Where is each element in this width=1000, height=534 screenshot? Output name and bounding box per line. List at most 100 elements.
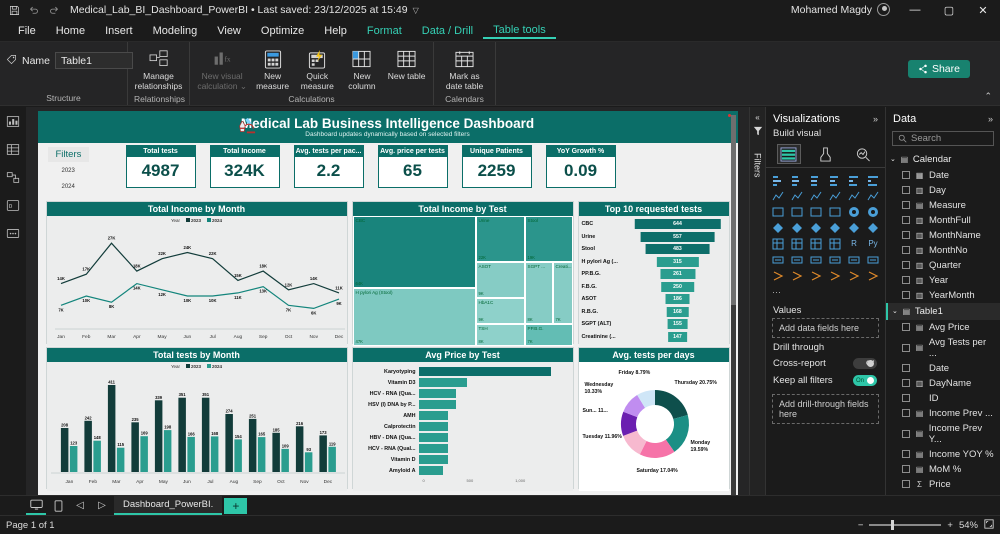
cross-report-toggle[interactable]: Off <box>853 358 877 369</box>
legend-item-2024[interactable]: 2024 <box>207 364 222 369</box>
undo-icon[interactable] <box>24 1 44 19</box>
kpi-card-total-income[interactable]: Total Income 324K <box>209 145 280 188</box>
field-item[interactable]: Date <box>886 361 1000 376</box>
bar-row[interactable]: ASOT 186 <box>579 293 725 306</box>
viz-type-area-chart[interactable] <box>788 188 806 203</box>
bar-row[interactable]: HSV (I) DNA by P... <box>353 399 569 410</box>
filter-year-2023[interactable]: 2023 <box>61 168 75 174</box>
field-checkbox[interactable] <box>902 409 910 418</box>
viz-type-stacked-bar-chart[interactable] <box>769 172 787 187</box>
viz-type-clustered-column-chart[interactable] <box>788 172 806 187</box>
field-item[interactable]: ▤ Income Prev ... <box>886 406 1000 421</box>
field-checkbox[interactable] <box>902 379 910 388</box>
menu-home[interactable]: Home <box>55 24 86 37</box>
bar-row[interactable]: SGPT (ALT) 155 <box>579 318 725 331</box>
viz-type-line-clustered-column-chart[interactable] <box>845 188 863 203</box>
chevron-down-icon[interactable]: ▽ <box>412 5 419 15</box>
field-item[interactable]: Test <box>886 492 1000 495</box>
dax-query-icon[interactable]: D <box>4 197 22 213</box>
bar-row[interactable]: Vitamin D <box>353 454 569 465</box>
viz-type-treemap-chart[interactable] <box>769 220 787 235</box>
kpi-card-avg-tests-per-patient[interactable]: Avg. tests per pac... 2.2 <box>293 145 364 188</box>
viz-type-shape-map-chart[interactable] <box>864 220 882 235</box>
treemap-cell[interactable]: Creati... 7K <box>552 262 573 324</box>
viz-type-scatter-chart[interactable] <box>826 204 844 219</box>
field-checkbox[interactable] <box>902 323 910 332</box>
data-search-box[interactable]: Search <box>892 131 994 146</box>
field-checkbox[interactable] <box>902 201 910 210</box>
viz-type-kpi-visual[interactable] <box>769 236 787 251</box>
viz-type-paginated-report[interactable] <box>788 268 806 283</box>
menu-data-drill[interactable]: Data / Drill <box>421 24 474 37</box>
tab-format-visual[interactable] <box>814 144 838 164</box>
field-checkbox[interactable] <box>902 231 910 240</box>
viz-type-table-visual[interactable] <box>807 236 825 251</box>
legend-item-2023[interactable]: 2023 <box>186 218 201 223</box>
keep-all-filters-toggle[interactable]: On <box>853 375 877 386</box>
filters-tab-label[interactable]: Filters <box>47 147 90 162</box>
field-item[interactable]: ▤ MoM % <box>886 462 1000 477</box>
viz-type-slicer-visual[interactable] <box>788 236 806 251</box>
treemap-cell[interactable]: SGPT ... 8K <box>524 262 553 324</box>
bar-row[interactable]: CBC 644 <box>579 218 725 231</box>
field-item[interactable]: ▤ Income YOY % <box>886 447 1000 462</box>
viz-type-ribbon-chart[interactable] <box>769 204 787 219</box>
canvas-scrollbar[interactable] <box>730 115 736 495</box>
new-measure-button[interactable]: New measure <box>252 46 293 93</box>
field-item[interactable]: ▤ Measure <box>886 198 1000 213</box>
treemap-cell[interactable]: Stool 19K <box>524 216 573 262</box>
field-item[interactable]: ▥ DayName <box>886 376 1000 391</box>
more-visuals-button[interactable]: ⋯ <box>772 287 781 297</box>
viz-type-key-influencers[interactable] <box>845 252 863 267</box>
bar-row[interactable]: HCV - RNA (Qua... <box>353 388 569 399</box>
tab-analytics[interactable] <box>851 144 875 164</box>
treemap-cell[interactable]: TSH 8K <box>475 324 525 346</box>
field-item[interactable]: ▥ Day <box>886 183 1000 198</box>
legend-item-2023[interactable]: 2023 <box>186 364 201 369</box>
maximize-button[interactable]: ▢ <box>943 4 955 17</box>
viz-type-power-apps[interactable] <box>807 268 825 283</box>
table-name-input[interactable] <box>55 52 134 69</box>
field-item[interactable]: ▥ Quarter <box>886 258 1000 273</box>
field-checkbox[interactable] <box>902 394 910 403</box>
bar-row[interactable]: PP.B.G. 261 <box>579 268 725 281</box>
field-checkbox[interactable] <box>902 261 910 270</box>
viz-type-python-visual[interactable]: Py <box>868 239 878 248</box>
collapse-data-pane-icon[interactable]: » <box>987 114 993 124</box>
viz-type-stacked-bar-100-chart[interactable] <box>807 172 825 187</box>
prev-page-button[interactable]: ◁ <box>76 500 84 511</box>
treemap-cell[interactable]: H pylori Ag (Stool) 47K <box>352 288 476 346</box>
viz-type-stacked-area-chart[interactable] <box>807 188 825 203</box>
menu-help[interactable]: Help <box>324 24 347 37</box>
manage-relationships-button[interactable]: Manage relationships <box>134 46 184 93</box>
viz-type-more-visuals[interactable] <box>845 268 863 283</box>
viz-type-power-automate[interactable] <box>826 268 844 283</box>
new-visual-calculation-button[interactable]: fx New visual calculation ⌄ <box>196 46 248 93</box>
viz-type-azure-map-chart[interactable] <box>826 220 844 235</box>
field-checkbox[interactable] <box>902 171 910 180</box>
data-table-table1[interactable]: ⌄ ▤ Table1 <box>886 302 1000 320</box>
field-item[interactable]: ▥ Year <box>886 273 1000 288</box>
viz-type-donut-chart[interactable] <box>864 204 882 219</box>
viz-type-pie-chart[interactable] <box>845 204 863 219</box>
field-checkbox[interactable] <box>902 246 910 255</box>
field-item[interactable]: ▥ YearMonth <box>886 288 1000 303</box>
viz-type-matrix-visual[interactable] <box>826 236 844 251</box>
visual-top-10-requested-tests[interactable]: Top 10 requested tests CBC 644 Urine 557… <box>577 201 730 346</box>
menu-file[interactable]: File <box>18 24 36 37</box>
model-view-icon[interactable] <box>4 169 22 185</box>
collapse-visualizations-icon[interactable]: » <box>872 114 878 124</box>
filters-pane-collapsed[interactable]: « Filters <box>749 107 765 495</box>
share-button[interactable]: Share <box>907 60 970 78</box>
zoom-in-button[interactable]: + <box>947 519 953 531</box>
chevron-down-icon[interactable]: ⌄ <box>890 156 896 164</box>
bar-row[interactable]: HBV - DNA (Qua... <box>353 432 569 443</box>
bar-row[interactable]: H pylori Ag (... 315 <box>579 256 725 269</box>
treemap-cell[interactable]: Urine 22K <box>475 216 525 262</box>
field-item[interactable]: ID <box>886 391 1000 406</box>
menu-insert[interactable]: Insert <box>105 24 133 37</box>
menu-view[interactable]: View <box>217 24 241 37</box>
bar-row[interactable]: Urine 557 <box>579 231 725 244</box>
save-icon[interactable] <box>4 1 24 19</box>
bar-row[interactable]: AMH <box>353 410 569 421</box>
